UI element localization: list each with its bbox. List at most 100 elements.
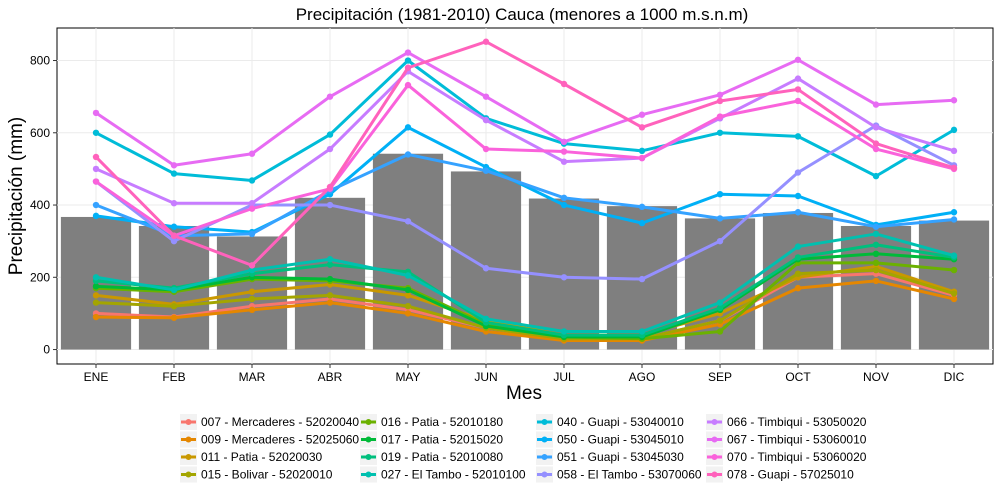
series-point [404, 151, 412, 158]
x-tick-label: OCT [785, 370, 811, 384]
legend-label: 040 - Guapi - 53040010 [557, 415, 684, 429]
legend-item: 070 - Timbiqui - 53060020 [706, 449, 867, 465]
series-point [794, 254, 802, 261]
series-point [248, 288, 256, 295]
series-point [482, 315, 490, 323]
legend-label: 066 - Timbiqui - 53050020 [727, 415, 867, 429]
bar-ABR [294, 197, 366, 350]
series-point [170, 302, 178, 310]
legend-key-point [541, 454, 548, 460]
series-line [94, 40, 955, 267]
legend-key-point [365, 471, 372, 478]
legend-label: 011 - Patia - 52020030 [201, 450, 323, 464]
series-point [716, 215, 724, 222]
series-point [716, 97, 724, 105]
series-point [404, 57, 412, 64]
series-point [482, 116, 490, 124]
legend-item: 067 - Timbiqui - 53060010 [706, 431, 867, 448]
x-axis: ENE FEB MAR ABR MAY JUN JUL AGO SEP OCT NOV DIC [84, 364, 965, 384]
series-line [95, 243, 955, 337]
series-point [404, 286, 412, 294]
series-point [92, 109, 100, 117]
x-tick-label: DIC [944, 370, 965, 384]
legend-label: 016 - Patia - 52010180 [381, 415, 503, 429]
series-point [872, 223, 880, 230]
series-line [95, 124, 955, 281]
series-point [404, 64, 412, 71]
series-point [248, 200, 256, 207]
series-point [794, 192, 802, 200]
series-point [326, 299, 334, 306]
legend-label: 051 - Guapi - 53045030 [557, 450, 684, 464]
series-point [716, 317, 724, 324]
legend-label: 009 - Mercaderes - 52025060 [201, 433, 359, 447]
series-point [950, 97, 958, 104]
series-point [248, 306, 256, 314]
series-point [638, 219, 646, 227]
x-axis-title: Mes [506, 383, 542, 404]
series-point [92, 274, 100, 281]
y-axis-title: Precipitación (mm) [6, 117, 27, 275]
series-point [716, 113, 724, 120]
legend-label: 058 - El Tambo - 53070060 [557, 468, 702, 482]
series-point [482, 145, 490, 153]
series-point [794, 75, 802, 82]
series-point [326, 292, 334, 299]
series-point [482, 93, 490, 100]
series-point [560, 194, 568, 202]
series-point [638, 147, 646, 155]
series-point [560, 274, 568, 281]
y-tick-label: 400 [30, 198, 50, 212]
legend-item: 040 - Guapi - 53040010 [536, 414, 684, 430]
series-point [404, 49, 412, 56]
series-point [794, 86, 802, 93]
series-point [92, 178, 100, 185]
series-point [638, 111, 646, 118]
legend-label: 017 - Patia - 52015020 [381, 433, 503, 447]
series-point [716, 328, 724, 335]
legend-item: 007 - Mercaderes - 52020040 [180, 414, 359, 430]
series-point [170, 286, 178, 294]
chart-title: Precipitación (1981-2010) Cauca (menores… [296, 5, 749, 24]
series-point [560, 328, 568, 335]
series-point [92, 283, 100, 290]
legend-key-point [711, 471, 718, 478]
series-line [95, 69, 955, 205]
series-point [950, 266, 958, 274]
x-tick-label: JUL [553, 370, 575, 384]
series-point [872, 172, 880, 180]
series-point [794, 243, 802, 250]
x-tick-label: JUN [474, 370, 497, 384]
legend-item: 050 - Guapi - 53045010 [536, 431, 684, 448]
series-point [560, 201, 568, 209]
series-point [248, 295, 256, 303]
series-16 [92, 38, 958, 269]
series-point [248, 262, 256, 269]
legend-item: 009 - Mercaderes - 52025060 [180, 431, 359, 448]
legend-key-point [185, 419, 192, 425]
series-point [326, 131, 334, 138]
series-point [482, 265, 490, 272]
series-point [872, 101, 880, 108]
series-point [326, 261, 334, 268]
legend-label: 015 - Bolivar - 52020010 [201, 468, 333, 482]
legend-key-point [185, 454, 192, 460]
y-tick-label: 800 [30, 54, 50, 68]
series-point [638, 154, 646, 162]
x-tick-label: MAY [395, 370, 420, 384]
series-4 [92, 266, 958, 342]
series-point [482, 38, 490, 45]
series-point [170, 223, 178, 230]
plot-panel [56, 27, 994, 365]
legend-label: 050 - Guapi - 53045010 [557, 433, 684, 447]
series-point [92, 292, 100, 299]
series-point [170, 232, 178, 239]
series-point [248, 205, 256, 212]
legend-key-point [185, 471, 192, 478]
series-point [326, 275, 334, 283]
series-point [404, 218, 412, 225]
series-point [92, 299, 100, 306]
series-point [248, 266, 256, 274]
series-point [950, 290, 958, 297]
